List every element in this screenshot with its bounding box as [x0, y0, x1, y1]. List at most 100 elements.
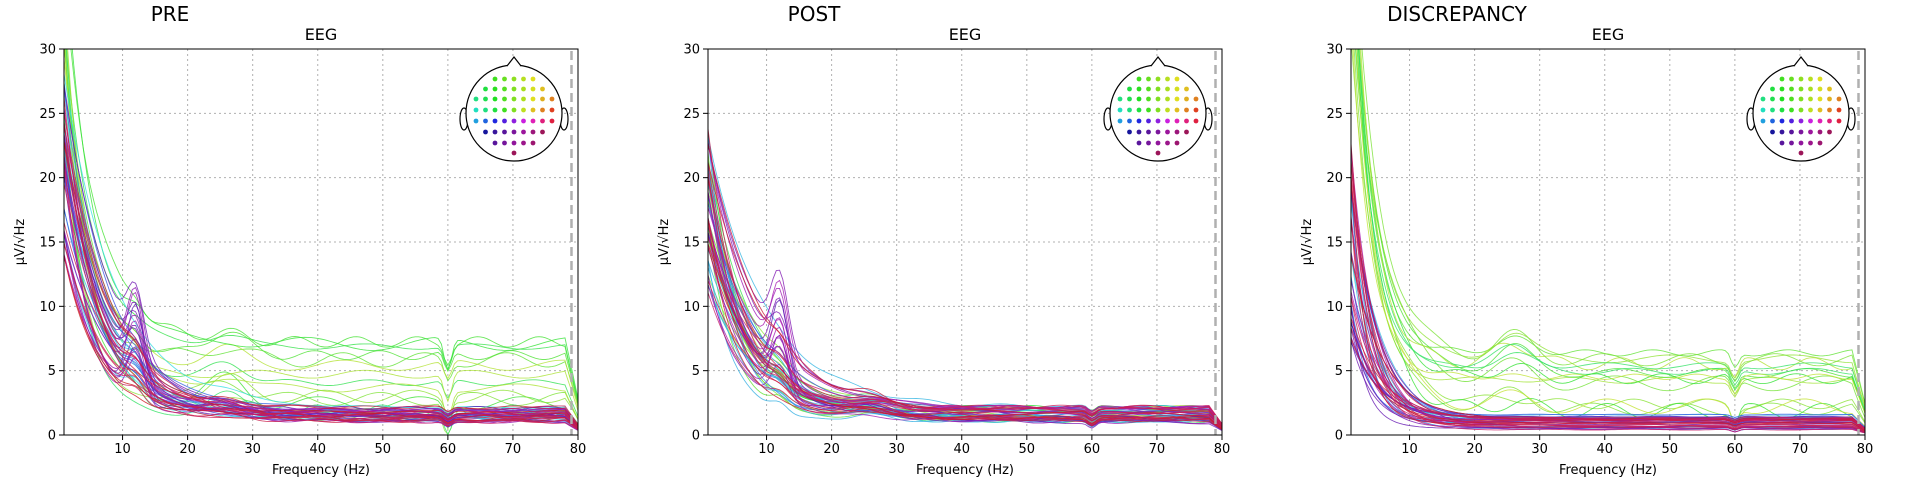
series-line [708, 142, 1222, 428]
sensor-dot [492, 118, 498, 124]
sensor-dot [521, 118, 526, 124]
series-line [708, 180, 1222, 429]
sensor-dot [473, 118, 479, 124]
series-line [64, 49, 578, 406]
sensor-dot [1146, 118, 1151, 124]
sensor-dot [1779, 118, 1785, 124]
sensor-dot [1155, 150, 1161, 156]
series-line [1351, 159, 1865, 433]
sensor-dot [1827, 96, 1832, 102]
sensor-dot [1817, 76, 1823, 82]
sensor-dot [521, 129, 526, 135]
sensor-dot [483, 96, 488, 102]
y-tick-label: 10 [683, 300, 700, 315]
x-tick-label: 10 [758, 442, 775, 457]
x-axis-label: Frequency (Hz) [1559, 463, 1657, 478]
x-tick-label: 20 [179, 442, 196, 457]
sensor-dot [1798, 76, 1804, 82]
sensor-dot [511, 129, 517, 135]
sensor-dot [1798, 118, 1804, 124]
sensor-dot [492, 129, 498, 135]
sensor-dot [1184, 107, 1189, 113]
sensor-map-icon [459, 56, 569, 162]
series-line [1351, 219, 1865, 433]
series-line [64, 243, 578, 430]
series-line [1358, 49, 1865, 404]
sensor-dot [1808, 107, 1813, 113]
sensor-dot [502, 86, 507, 92]
sensor-dot [511, 107, 517, 113]
sensor-dot [1817, 118, 1823, 124]
series-line [708, 163, 1222, 426]
sensor-map-icon [1103, 56, 1213, 162]
series-line [64, 142, 578, 425]
sensor-dot [483, 107, 488, 113]
sensor-dot [1836, 96, 1842, 102]
sensor-dot [502, 118, 507, 124]
x-axis-label: Frequency (Hz) [272, 463, 370, 478]
sensor-dot [1817, 107, 1823, 113]
sensor-dot [521, 96, 526, 102]
sensor-dot [1155, 118, 1161, 124]
series-line [1351, 186, 1865, 430]
sensor-dot [1808, 96, 1813, 102]
series-line [1351, 218, 1865, 430]
sensor-dot [492, 140, 498, 146]
series-line [64, 112, 578, 430]
sensor-dot [1779, 140, 1785, 146]
sensor-dot [540, 129, 545, 135]
y-tick-label: 15 [1326, 236, 1343, 251]
chart-panel-discrepancy: 10 20 30 40 50 60 70 80 0 5 10 15 20 25 30 DISCREPANCY E… [1300, 2, 1873, 478]
sensor-dot [540, 118, 545, 124]
series-line [1358, 49, 1865, 411]
sensor-dot [1155, 129, 1161, 135]
x-tick-label: 70 [1149, 442, 1166, 457]
sensor-dot [1827, 118, 1832, 124]
series-line [64, 231, 578, 428]
series-line [708, 165, 1222, 426]
series-line [1351, 174, 1865, 432]
sensor-dot [1146, 129, 1151, 135]
sensor-dot [1155, 140, 1161, 146]
y-tick-label: 15 [39, 236, 56, 251]
x-tick-label: 50 [1019, 442, 1036, 457]
y-axis-label: µV/√Hz [1300, 219, 1315, 266]
sensor-dot [492, 107, 498, 113]
sensor-dot [521, 140, 526, 146]
sensor-dot [530, 86, 536, 92]
x-tick-label: 30 [1531, 442, 1548, 457]
series-line [64, 241, 578, 428]
sensor-dot [1184, 96, 1189, 102]
y-tick-label: 30 [683, 43, 700, 58]
sensor-dot [511, 150, 517, 156]
sensor-dot [1808, 129, 1813, 135]
x-tick-label: 50 [1662, 442, 1679, 457]
sensor-dot [530, 76, 536, 82]
sensor-dot [1165, 86, 1170, 92]
series-line [1353, 49, 1865, 430]
sensor-dot [1798, 96, 1804, 102]
sensor-dot [1174, 86, 1180, 92]
sensor-dot [1155, 86, 1161, 92]
series-line [1351, 327, 1865, 429]
x-tick-label: 60 [440, 442, 457, 457]
sensor-dot [483, 86, 488, 92]
sensor-dot [1836, 107, 1842, 113]
series-line [64, 161, 578, 429]
series-line [708, 161, 1222, 427]
x-tick-label: 80 [1214, 442, 1231, 457]
series-line [1352, 49, 1865, 414]
sensor-dot [1165, 129, 1170, 135]
sensor-dot [1760, 118, 1766, 124]
y-tick-label: 0 [1335, 429, 1343, 444]
series-line [1351, 185, 1865, 430]
panel-title: POST [788, 2, 841, 26]
x-tick-label: 40 [1596, 442, 1613, 457]
sensor-dot [502, 107, 507, 113]
sensor-dot [1827, 86, 1832, 92]
series-line [1361, 49, 1865, 405]
sensor-dot [1165, 140, 1170, 146]
series-line [1351, 162, 1865, 430]
sensor-dot [1779, 86, 1785, 92]
series-line [1351, 49, 1865, 424]
